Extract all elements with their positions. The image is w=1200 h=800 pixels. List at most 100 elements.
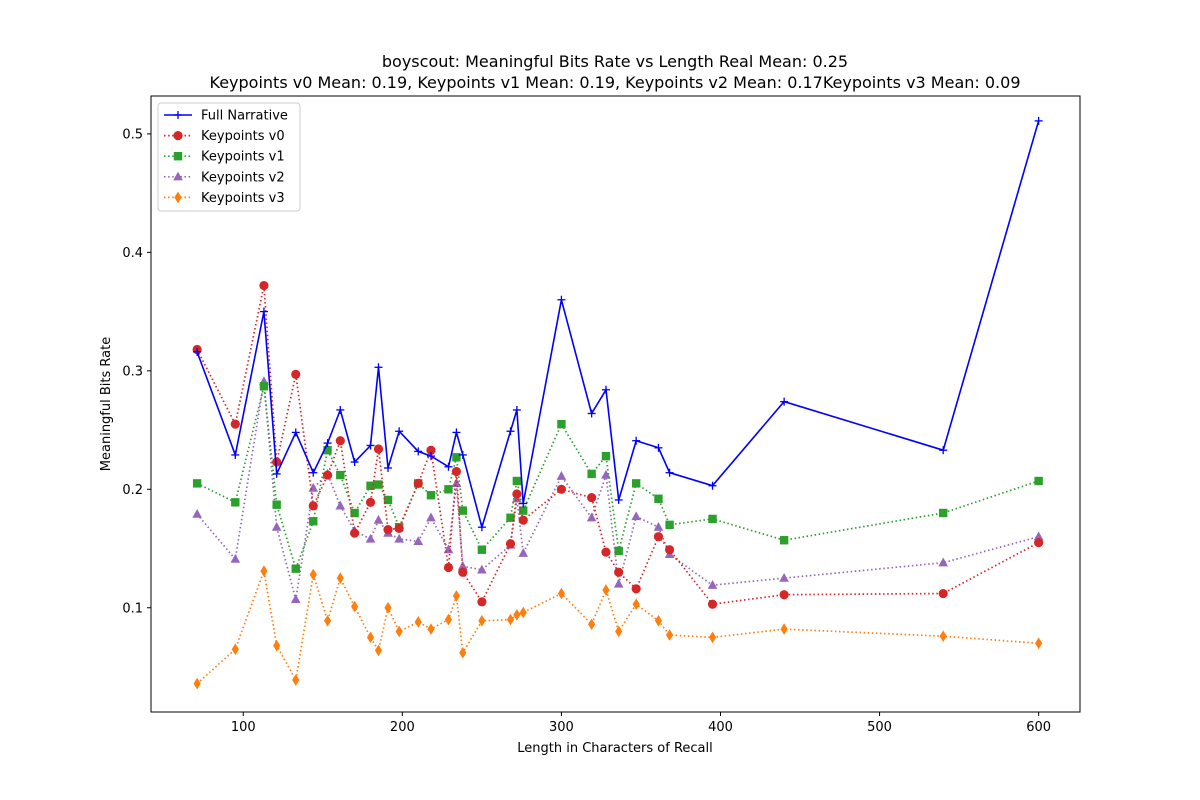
data-point-keypoints-v2 [586, 512, 597, 522]
y-tick-label: 0.3 [122, 364, 143, 379]
data-point-keypoints-v1 [938, 508, 948, 518]
series-keypoints-v3 [193, 565, 1043, 690]
data-point-full-narrative [350, 458, 359, 467]
data-point-keypoints-v0 [664, 545, 675, 555]
data-point-keypoints-v0 [291, 369, 301, 379]
data-point-keypoints-v0 [556, 484, 567, 494]
data-point-keypoints-v0 [383, 524, 393, 535]
data-point-keypoints-v0 [458, 567, 468, 577]
data-point-keypoints-v2 [290, 594, 301, 604]
data-point-keypoints-v0 [443, 562, 454, 573]
data-point-keypoints-v1 [383, 495, 393, 505]
data-point-keypoints-v1 [426, 491, 436, 500]
data-point-full-narrative [512, 405, 521, 414]
data-point-full-narrative [1034, 116, 1043, 125]
data-point-keypoints-v2 [335, 500, 346, 510]
data-point-keypoints-v2 [707, 580, 718, 589]
data-point-keypoints-v1 [350, 508, 359, 518]
data-point-keypoints-v1 [309, 517, 318, 526]
data-point-keypoints-v3 [366, 631, 375, 644]
legend: Full Narrative Keypoints v0 Keypoints v1 Ke… [157, 102, 301, 212]
data-point-keypoints-v3 [939, 630, 947, 642]
data-point-keypoints-v0 [365, 497, 376, 507]
x-tick-label: 500 [867, 720, 892, 735]
data-point-keypoints-v0 [653, 532, 664, 542]
data-point-keypoints-v3 [309, 568, 317, 581]
legend-marker-keypoints-v0 [173, 131, 183, 141]
data-point-keypoints-v0 [601, 547, 611, 557]
data-point-keypoints-v0 [707, 599, 718, 609]
data-point-full-narrative [601, 385, 610, 394]
data-point-keypoints-v1 [1034, 476, 1043, 486]
data-point-keypoints-v2 [518, 548, 529, 557]
data-point-keypoints-v0 [259, 280, 269, 291]
data-point-keypoints-v0 [1034, 538, 1044, 548]
data-point-full-narrative [395, 427, 404, 436]
data-point-keypoints-v2 [653, 522, 664, 531]
data-point-keypoints-v3 [323, 614, 332, 627]
y-tick-label: 0.1 [122, 601, 143, 616]
axes-frame [150, 95, 1081, 713]
data-point-keypoints-v3 [260, 565, 268, 577]
data-point-keypoints-v1 [291, 564, 300, 573]
data-point-keypoints-v3 [351, 600, 359, 613]
data-point-keypoints-v0 [779, 590, 789, 600]
data-point-keypoints-v0 [230, 419, 240, 429]
data-point-keypoints-v3 [478, 614, 486, 627]
series-line-keypoints-v0 [196, 285, 1040, 606]
data-point-full-narrative [665, 468, 674, 477]
data-point-keypoints-v3 [665, 629, 674, 641]
data-point-keypoints-v1 [272, 500, 281, 509]
data-point-keypoints-v1 [259, 382, 269, 391]
data-point-keypoints-v3 [452, 590, 461, 602]
legend-label-keypoints-v2: Keypoints v2 [201, 170, 285, 185]
chart-title-line1: boyscout: Meaningful Bits Rate vs Length… [382, 52, 848, 71]
data-point-keypoints-v3 [557, 587, 566, 600]
data-point-keypoints-v3 [336, 572, 344, 584]
data-point-keypoints-v0 [614, 567, 624, 577]
data-point-keypoints-v2 [443, 544, 454, 554]
data-point-keypoints-v2 [556, 471, 567, 480]
x-axis-label: Length in Characters of Recall [517, 741, 713, 756]
chart-title-line2: Keypoints v0 Mean: 0.19, Keypoints v1 Me… [210, 73, 1021, 92]
data-point-keypoints-v2 [601, 469, 611, 479]
legend-label-keypoints-v3: Keypoints v3 [201, 191, 285, 206]
data-point-keypoints-v1 [587, 469, 596, 479]
data-point-full-narrative [384, 463, 393, 472]
data-point-keypoints-v3 [273, 639, 281, 652]
series-full-narrative [193, 116, 1043, 532]
data-point-keypoints-v0 [518, 515, 528, 525]
data-point-keypoints-v3 [506, 613, 515, 626]
data-point-keypoints-v1 [512, 476, 522, 486]
x-tick-label: 200 [390, 720, 415, 735]
data-point-keypoints-v2 [779, 572, 789, 582]
data-point-keypoints-v1 [557, 419, 566, 429]
data-point-full-narrative [291, 428, 300, 437]
data-point-keypoints-v3 [602, 584, 610, 596]
data-point-keypoints-v2 [230, 553, 241, 563]
data-point-keypoints-v3 [654, 614, 663, 627]
data-point-keypoints-v3 [444, 613, 453, 626]
data-point-keypoints-v1 [614, 546, 623, 556]
data-point-full-narrative [519, 499, 528, 508]
data-point-keypoints-v3 [519, 606, 527, 619]
data-point-keypoints-v1 [779, 536, 789, 545]
data-point-keypoints-v1 [665, 520, 674, 530]
data-point-keypoints-v3 [231, 643, 239, 656]
data-point-full-narrative [414, 447, 423, 456]
y-tick-label: 0.2 [122, 483, 143, 498]
data-point-keypoints-v3 [780, 623, 788, 635]
data-point-full-narrative [452, 428, 461, 437]
data-point-keypoints-v2 [477, 564, 487, 574]
data-point-keypoints-v1 [506, 513, 515, 522]
data-point-full-narrative [614, 495, 623, 504]
y-tick-label: 0.4 [122, 246, 143, 261]
data-point-keypoints-v3 [384, 601, 392, 614]
data-point-keypoints-v1 [323, 446, 332, 455]
data-point-keypoints-v2 [613, 578, 624, 588]
data-point-keypoints-v2 [365, 533, 376, 543]
data-point-keypoints-v0 [477, 597, 487, 607]
data-point-keypoints-v1 [458, 506, 467, 515]
data-point-keypoints-v1 [654, 494, 663, 503]
data-point-keypoints-v0 [631, 584, 641, 594]
